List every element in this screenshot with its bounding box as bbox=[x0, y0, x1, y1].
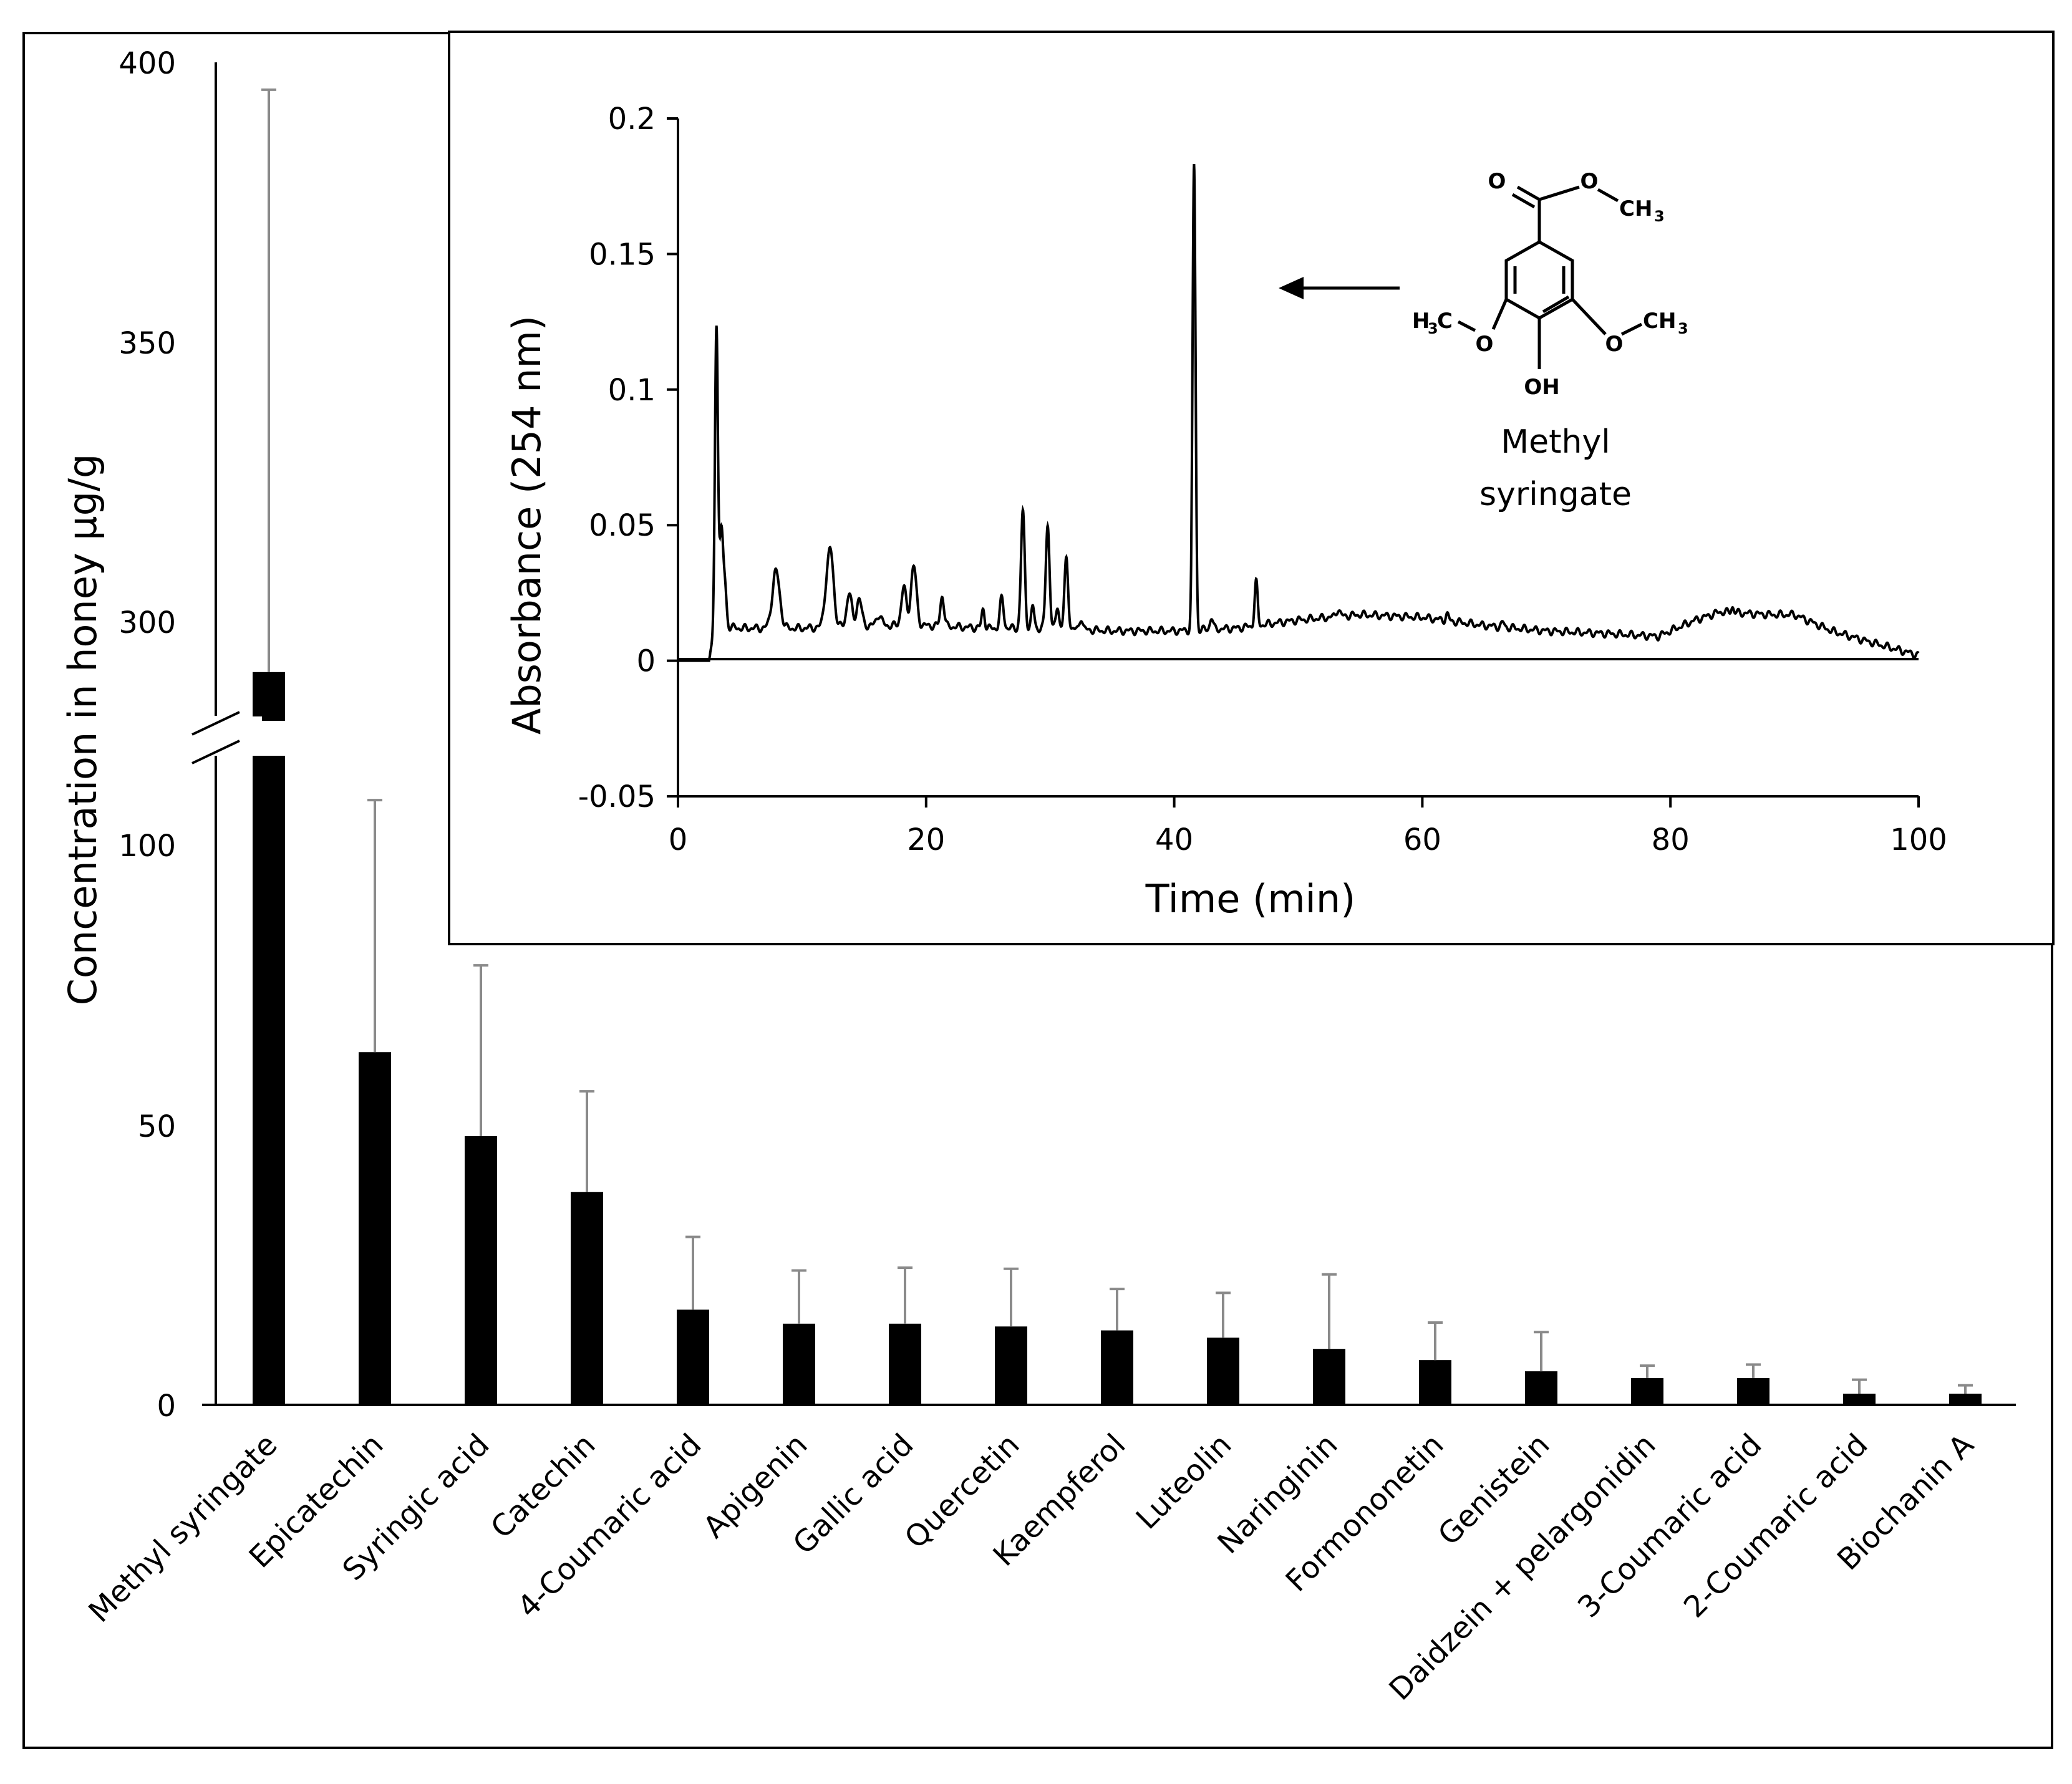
inset-x-tick-label: 100 bbox=[1890, 822, 1947, 857]
bar bbox=[995, 1326, 1027, 1405]
inset-x-tick-label: 40 bbox=[1155, 822, 1193, 857]
inset-x-ticks: 0 20 40 60 80 100 bbox=[669, 795, 1947, 857]
inset-y-tick-label: 0.1 bbox=[608, 373, 656, 408]
category-label: 3-Coumaric acid bbox=[1571, 1427, 1769, 1625]
main-y-axis-title: Concentration in honey µg/g bbox=[60, 454, 105, 1006]
category-label: 2-Coumaric acid bbox=[1677, 1427, 1875, 1625]
inset-y-tick-label: 0.05 bbox=[589, 508, 656, 543]
bar-series bbox=[253, 672, 1982, 1405]
atom-o-left: O bbox=[1476, 332, 1494, 357]
bar bbox=[1313, 1349, 1345, 1405]
atom-h3c-left-c: C bbox=[1437, 309, 1453, 334]
compound-label-line1: Methyl bbox=[1501, 423, 1610, 461]
axis-break-gap bbox=[187, 716, 262, 755]
inset-y-tick-label: 0 bbox=[636, 644, 656, 679]
category-label: 4-Coumaric acid bbox=[511, 1427, 709, 1625]
atom-ch3-right: CH bbox=[1643, 309, 1676, 334]
bar bbox=[1525, 1371, 1557, 1405]
bar-upper-segment bbox=[253, 672, 285, 721]
bar bbox=[1101, 1330, 1133, 1405]
category-label: Luteolin bbox=[1130, 1427, 1239, 1536]
bar bbox=[1207, 1338, 1239, 1405]
y-tick-label: 350 bbox=[119, 326, 176, 361]
inset-x-tick-label: 20 bbox=[907, 822, 945, 857]
atom-oh: OH bbox=[1524, 375, 1559, 400]
bar bbox=[1949, 1394, 1982, 1405]
bar bbox=[1737, 1377, 1769, 1405]
error-bars bbox=[261, 88, 1973, 1394]
inset-x-tick-label: 60 bbox=[1403, 822, 1441, 857]
structure-atom-labels: O O CH 3 H 3 C O O CH 3 OH bbox=[1412, 169, 1688, 400]
inset-x-tick-label: 80 bbox=[1652, 822, 1690, 857]
atom-h3c-left-sub: 3 bbox=[1428, 320, 1438, 337]
methyl-syringate-structure-icon bbox=[1457, 185, 1643, 369]
axis-break-mark-lower bbox=[191, 740, 240, 764]
main-y-axis bbox=[187, 62, 262, 1405]
y-tick-label: 0 bbox=[157, 1389, 176, 1424]
bar bbox=[571, 1192, 603, 1405]
inset-y-ticks: -0.05 0 0.05 0.1 0.15 0.2 bbox=[578, 102, 678, 814]
atom-o-ester: O bbox=[1581, 169, 1599, 194]
main-y-tick-labels: 400 350 300 100 50 0 bbox=[119, 46, 176, 1424]
bar bbox=[359, 1052, 391, 1405]
y-tick-label: 50 bbox=[138, 1109, 176, 1144]
axis-break-mark-upper bbox=[191, 711, 240, 736]
inset-x-tick-label: 0 bbox=[669, 822, 688, 857]
bar bbox=[677, 1309, 709, 1405]
atom-ch3-right-sub: 3 bbox=[1678, 320, 1688, 337]
y-tick-label: 100 bbox=[119, 829, 176, 864]
bar bbox=[783, 1323, 815, 1405]
y-tick-label: 400 bbox=[119, 46, 176, 81]
bar bbox=[465, 1135, 497, 1405]
bar bbox=[1843, 1394, 1876, 1405]
category-label: Methyl syringate bbox=[82, 1427, 284, 1629]
y-tick-label: 300 bbox=[119, 605, 176, 640]
bar bbox=[889, 1323, 921, 1405]
inset-y-tick-label: 0.2 bbox=[608, 102, 656, 137]
arrow-icon bbox=[1279, 277, 1400, 299]
bar-lower-segment bbox=[253, 756, 285, 1405]
bar bbox=[1419, 1360, 1451, 1405]
inset-x-axis-title: Time (min) bbox=[1145, 876, 1356, 922]
atom-o-right: O bbox=[1605, 332, 1624, 357]
inset-y-tick-label: -0.05 bbox=[578, 779, 656, 814]
inset-y-tick-label: 0.15 bbox=[589, 237, 656, 272]
atom-h3c-left: H bbox=[1412, 309, 1430, 334]
chromatogram-line bbox=[678, 164, 1920, 662]
bar bbox=[1631, 1377, 1663, 1405]
inset-frame bbox=[448, 31, 2055, 945]
compound-label-line2: syringate bbox=[1479, 476, 1632, 513]
atom-ch3-top-sub: 3 bbox=[1654, 208, 1665, 225]
atom-o-carbonyl: O bbox=[1488, 169, 1506, 194]
inset-y-axis-title: Absorbance (254 nm) bbox=[504, 316, 549, 735]
atom-ch3-top: CH bbox=[1619, 196, 1652, 221]
